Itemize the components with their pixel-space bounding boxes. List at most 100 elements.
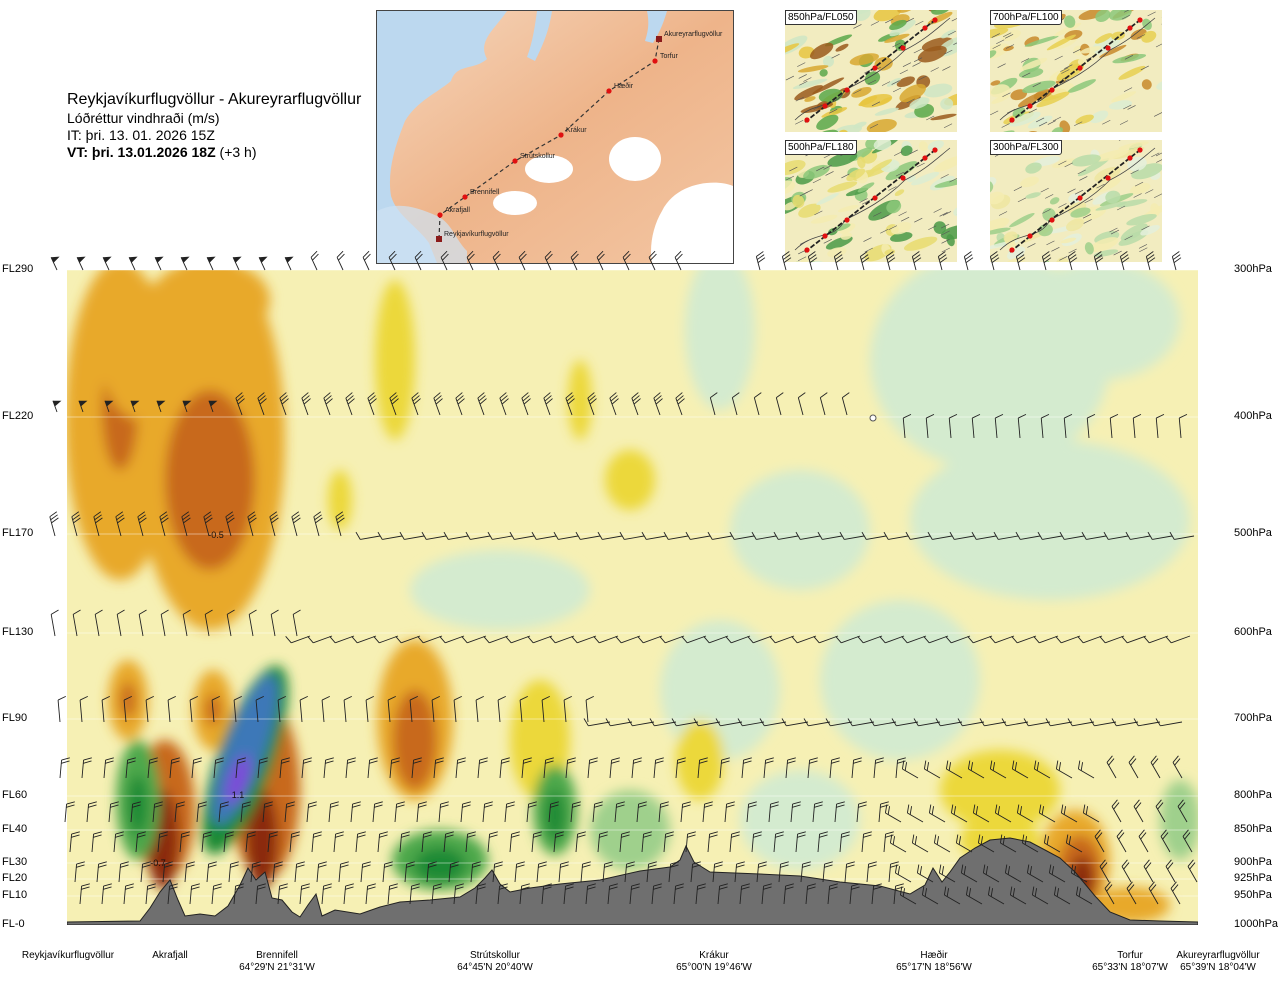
wind-barb-feather xyxy=(176,801,185,805)
wind-barb-shaft xyxy=(448,535,469,540)
wind-barb-feather xyxy=(575,531,581,540)
wind-barb-feather xyxy=(164,861,173,865)
wind-barb-feather xyxy=(681,636,688,644)
mini-map-field-patch xyxy=(917,45,947,63)
mini-map-field-patch xyxy=(1084,242,1094,255)
wind-barb xyxy=(1125,531,1151,540)
mini-map-500-label: 500hPa/FL180 xyxy=(785,140,857,155)
wind-barb-feather xyxy=(923,636,930,644)
wind-barb xyxy=(1048,864,1066,883)
wind-barb xyxy=(989,251,1000,271)
mini-map-wind-barb xyxy=(799,80,808,86)
mini-map-route-point xyxy=(1049,87,1055,93)
wind-barb-shaft xyxy=(819,397,826,416)
wind-barb-shaft xyxy=(844,535,865,540)
wind-barb-feather xyxy=(611,757,620,761)
wind-barb-feather xyxy=(991,257,1000,264)
wind-barb-feather xyxy=(611,398,619,405)
wind-barb-feather xyxy=(1173,257,1182,264)
wind-barb-feather xyxy=(621,831,630,835)
wind-barb-feather xyxy=(511,831,520,835)
wind-barb xyxy=(971,413,981,439)
mini-map-field-patch xyxy=(1036,91,1070,108)
wind-barb-feather xyxy=(677,760,686,764)
pressure-level-label: 600hPa xyxy=(1234,626,1272,638)
wind-barb xyxy=(509,831,520,853)
route-line xyxy=(438,38,660,240)
wind-barb-feather xyxy=(550,804,559,808)
wind-barb-feather xyxy=(181,511,190,518)
wind-barb xyxy=(414,250,423,271)
wind-barb-feather xyxy=(347,398,355,405)
wind-barb-feather xyxy=(709,834,718,838)
wind-barb-feather xyxy=(494,864,503,868)
wind-barb-shaft xyxy=(336,257,344,271)
wind-barb-shaft xyxy=(1145,256,1151,271)
wind-barb-feather xyxy=(902,888,906,897)
wind-barb xyxy=(235,757,246,779)
wind-barb xyxy=(866,861,877,883)
wind-barb-feather xyxy=(1014,762,1018,771)
wind-barb-shaft xyxy=(731,635,751,644)
wind-barb xyxy=(812,801,823,823)
wind-barb-shaft xyxy=(128,257,136,271)
mini-map-wind-barb xyxy=(943,123,953,128)
mini-map-wind-barb xyxy=(1102,120,1111,125)
wind-barb-shaft xyxy=(1017,635,1037,644)
wind-barb xyxy=(509,531,535,540)
wind-barb-feather xyxy=(541,695,550,701)
wind-barb-feather xyxy=(431,695,440,701)
mini-map-field-patch xyxy=(1068,193,1082,204)
route-map-point-label: Strútskollur xyxy=(520,153,556,160)
mini-map-field-patch xyxy=(822,55,835,68)
mini-map-field-patch xyxy=(903,236,938,251)
mini-map-field-patch xyxy=(1049,197,1060,205)
wind-field-contour xyxy=(414,847,466,883)
wind-barb xyxy=(965,886,983,905)
wind-barb-feather xyxy=(1011,636,1018,644)
wind-barb-shaft xyxy=(896,721,919,727)
wind-barb xyxy=(795,831,806,853)
wind-barb-shaft xyxy=(284,257,292,271)
wind-barb-feather xyxy=(544,395,552,402)
wind-barb-shaft xyxy=(335,516,342,537)
wind-barb-shaft xyxy=(258,257,266,271)
wind-barb-feather xyxy=(1073,866,1077,875)
mini-map-field-patch xyxy=(940,36,957,49)
wind-barb xyxy=(301,392,311,416)
wind-barb xyxy=(925,413,935,439)
wind-barb xyxy=(729,531,755,540)
wind-barb xyxy=(1177,799,1188,823)
wind-barb-feather xyxy=(1021,834,1025,844)
wind-barb xyxy=(1031,886,1049,905)
mini-map-wind-barb xyxy=(892,42,901,48)
mini-map-wind-barb xyxy=(1145,189,1154,194)
wind-barb xyxy=(967,760,985,779)
mini-map-field-patch xyxy=(990,227,1011,235)
wind-barb-feather xyxy=(235,886,244,890)
wind-barb-feather xyxy=(292,609,301,615)
wind-barb xyxy=(103,757,114,779)
wind-barb-feather xyxy=(831,760,840,764)
mini-map-wind-barb xyxy=(898,211,907,216)
wind-barb xyxy=(86,801,97,823)
wind-barb xyxy=(891,718,919,727)
wind-barb-feather xyxy=(51,517,59,524)
wind-barb-feather xyxy=(704,804,713,808)
wind-barb-feather xyxy=(181,831,190,835)
wind-barb-feather xyxy=(169,886,178,890)
wind-barb xyxy=(499,757,510,779)
wind-barb xyxy=(982,864,1000,883)
wind-barb-feather xyxy=(1053,886,1057,896)
wind-barb-feather xyxy=(71,831,80,835)
wind-barb-feather xyxy=(98,864,107,868)
wind-barb-feather xyxy=(220,804,229,808)
wind-barb-shaft xyxy=(1116,721,1139,727)
wind-barb-feather xyxy=(807,883,816,887)
mini-map-field-patch xyxy=(927,140,944,151)
wind-barb xyxy=(861,531,887,540)
wind-barb-pennant xyxy=(77,256,86,263)
wind-barb-feather xyxy=(913,718,919,727)
wind-barbs xyxy=(49,250,1198,905)
wind-barb xyxy=(791,635,817,644)
